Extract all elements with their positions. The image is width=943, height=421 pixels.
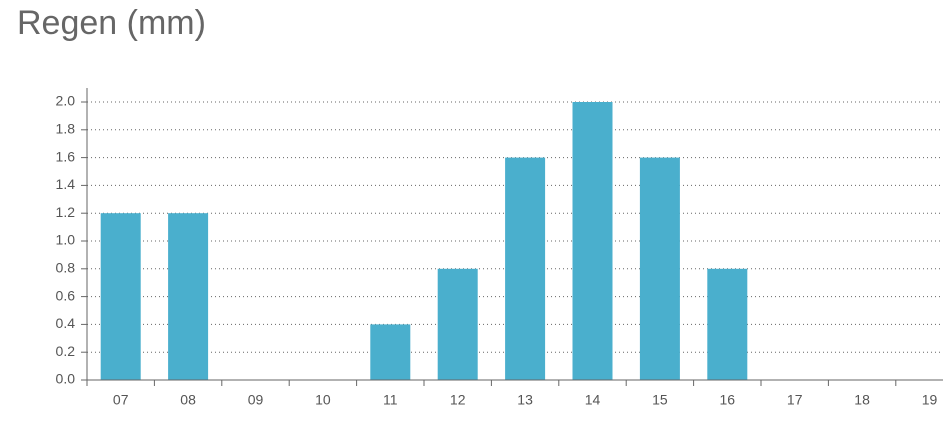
bar [437,268,478,380]
x-tick-label: 19 [922,392,938,408]
y-tick-label: 1.8 [56,121,76,137]
x-tick-label: 07 [113,392,129,408]
x-tick-label: 10 [315,392,331,408]
x-tick-label: 12 [450,392,466,408]
x-tick-label: 15 [652,392,668,408]
bar [370,324,411,380]
x-tick-label: 14 [585,392,601,408]
bar [572,102,613,380]
x-tick-label: 17 [787,392,803,408]
bar [639,157,680,380]
y-tick-label: 2.0 [56,93,76,109]
y-tick-label: 1.6 [56,148,76,164]
chart-title: Regen (mm) [17,4,206,42]
y-tick-label: 0.2 [56,343,76,359]
bar [505,157,546,380]
y-tick-label: 0.4 [56,315,76,331]
y-tick-label: 0.8 [56,260,76,276]
x-tick-label: 13 [517,392,533,408]
x-tick-label: 11 [383,392,398,408]
y-tick-label: 1.2 [56,204,76,220]
x-tick-label: 09 [248,392,264,408]
y-tick-label: 0.6 [56,287,76,303]
y-tick-label: 1.4 [56,176,76,192]
y-tick-label: 0.0 [56,371,76,387]
bar [707,268,748,380]
y-tick-label: 1.0 [56,232,76,248]
bar [100,213,141,380]
x-tick-label: 16 [720,392,736,408]
x-tick-label: 08 [180,392,196,408]
x-tick-label: 18 [854,392,870,408]
bar [168,213,209,380]
